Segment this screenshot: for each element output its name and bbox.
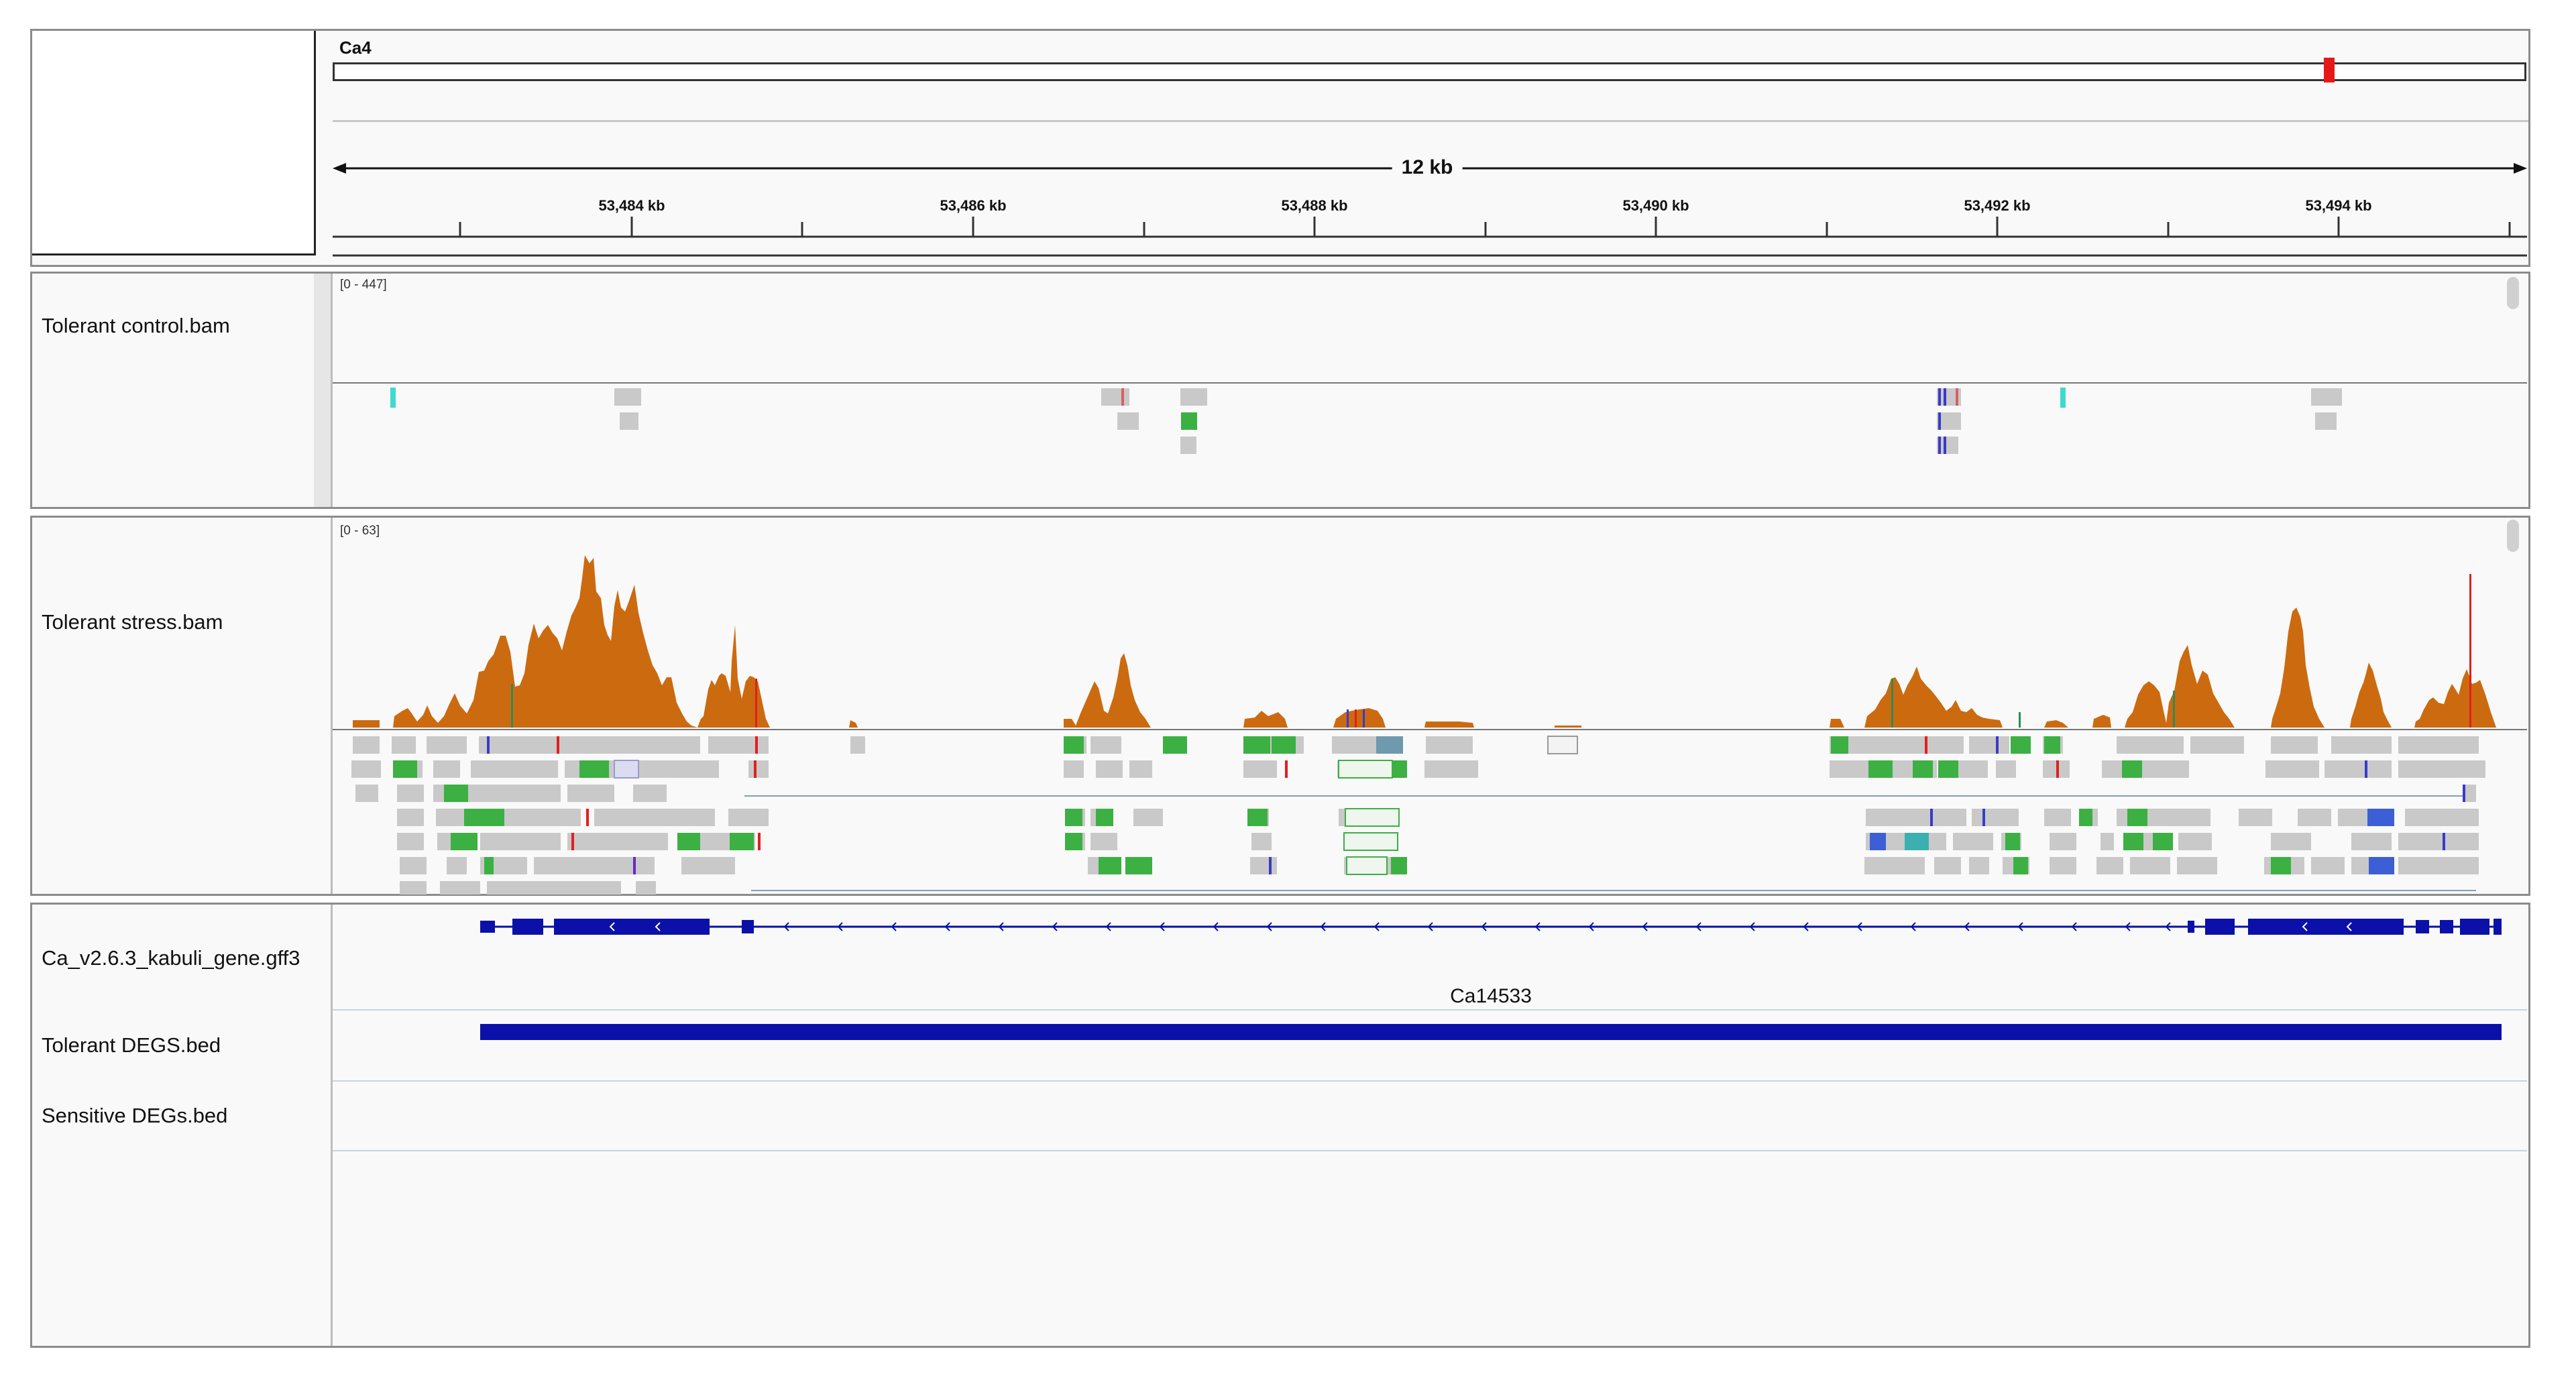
gene-track-svg[interactable]	[333, 905, 2527, 1347]
track-scrollbar[interactable]	[2507, 277, 2519, 309]
track-scrollbar[interactable]	[2507, 520, 2519, 552]
data-range-label: [0 - 63]	[340, 524, 380, 538]
track-name[interactable]: Tolerant stress.bam	[42, 610, 223, 634]
column-separator	[331, 905, 333, 1346]
track-name[interactable]: Sensitive DEGs.bed	[42, 1104, 228, 1127]
control-bam-data[interactable]: [0 - 447]	[333, 274, 2528, 507]
ruler-panel: Ca4 1	[30, 29, 2530, 267]
stress-bam-svg[interactable]	[333, 518, 2532, 897]
tick-label: 53,486 kb	[940, 197, 1007, 214]
splice-junction-lines	[744, 795, 2476, 891]
chromosome-ideogram[interactable]	[333, 62, 2526, 81]
track-name[interactable]: Tolerant DEGS.bed	[42, 1033, 221, 1057]
aligned-reads[interactable]	[351, 736, 2485, 895]
column-separator	[331, 274, 333, 507]
chromosome-label[interactable]: Ca4	[339, 38, 372, 58]
span-label: 12 kb	[1392, 156, 1463, 179]
control-bam-panel: Tolerant control.bam [0 - 447]	[30, 272, 2530, 509]
strand-arrows	[609, 922, 2352, 931]
tick-label: 53,492 kb	[1964, 197, 2031, 214]
name-header-box	[32, 31, 316, 255]
name-column-strip	[314, 274, 331, 507]
data-range-label: [0 - 447]	[340, 278, 387, 292]
ruler-svg[interactable]	[333, 31, 2527, 266]
feature-data[interactable]: Ca14533	[333, 905, 2528, 1346]
track-name-column: Tolerant control.bam	[32, 274, 331, 507]
feature-name-label: Ca14533	[1450, 985, 1532, 1007]
stress-bam-panel: Tolerant stress.bam [0 - 63]	[30, 516, 2530, 896]
track-name[interactable]: Ca_v2.6.3_kabuli_gene.gff3	[42, 946, 300, 970]
control-bam-svg[interactable]	[333, 274, 2532, 508]
coverage-mismatches	[511, 574, 2471, 728]
colored-reads[interactable]	[614, 736, 2394, 874]
tick-label: 53,494 kb	[2305, 197, 2372, 214]
read-mismatch-ticks	[487, 736, 2465, 874]
mismatch-reads[interactable]	[393, 736, 2291, 874]
feature-panel: Ca_v2.6.3_kabuli_gene.gff3 Tolerant DEGS…	[30, 903, 2530, 1348]
tick-label: 53,484 kb	[598, 197, 665, 214]
stress-bam-data[interactable]: [0 - 63]	[333, 518, 2528, 895]
current-region-marker	[2324, 58, 2335, 82]
coverage-histogram[interactable]	[353, 555, 2496, 728]
track-name-column: Tolerant stress.bam	[32, 518, 331, 894]
tick-label: 53,488 kb	[1281, 197, 1348, 214]
ideogram-divider	[333, 120, 2528, 122]
column-separator	[331, 518, 333, 894]
outlined-reads[interactable]	[1338, 760, 1400, 875]
ruler-area[interactable]: Ca4 1	[333, 31, 2528, 265]
gene-exons[interactable]	[480, 919, 2502, 935]
aligned-reads[interactable]	[390, 388, 2342, 454]
tick-label: 53,490 kb	[1622, 197, 1689, 214]
deg-feature-bar[interactable]	[480, 1024, 2502, 1040]
track-name[interactable]: Tolerant control.bam	[42, 314, 230, 337]
track-name-column: Ca_v2.6.3_kabuli_gene.gff3 Tolerant DEGS…	[32, 905, 331, 1346]
